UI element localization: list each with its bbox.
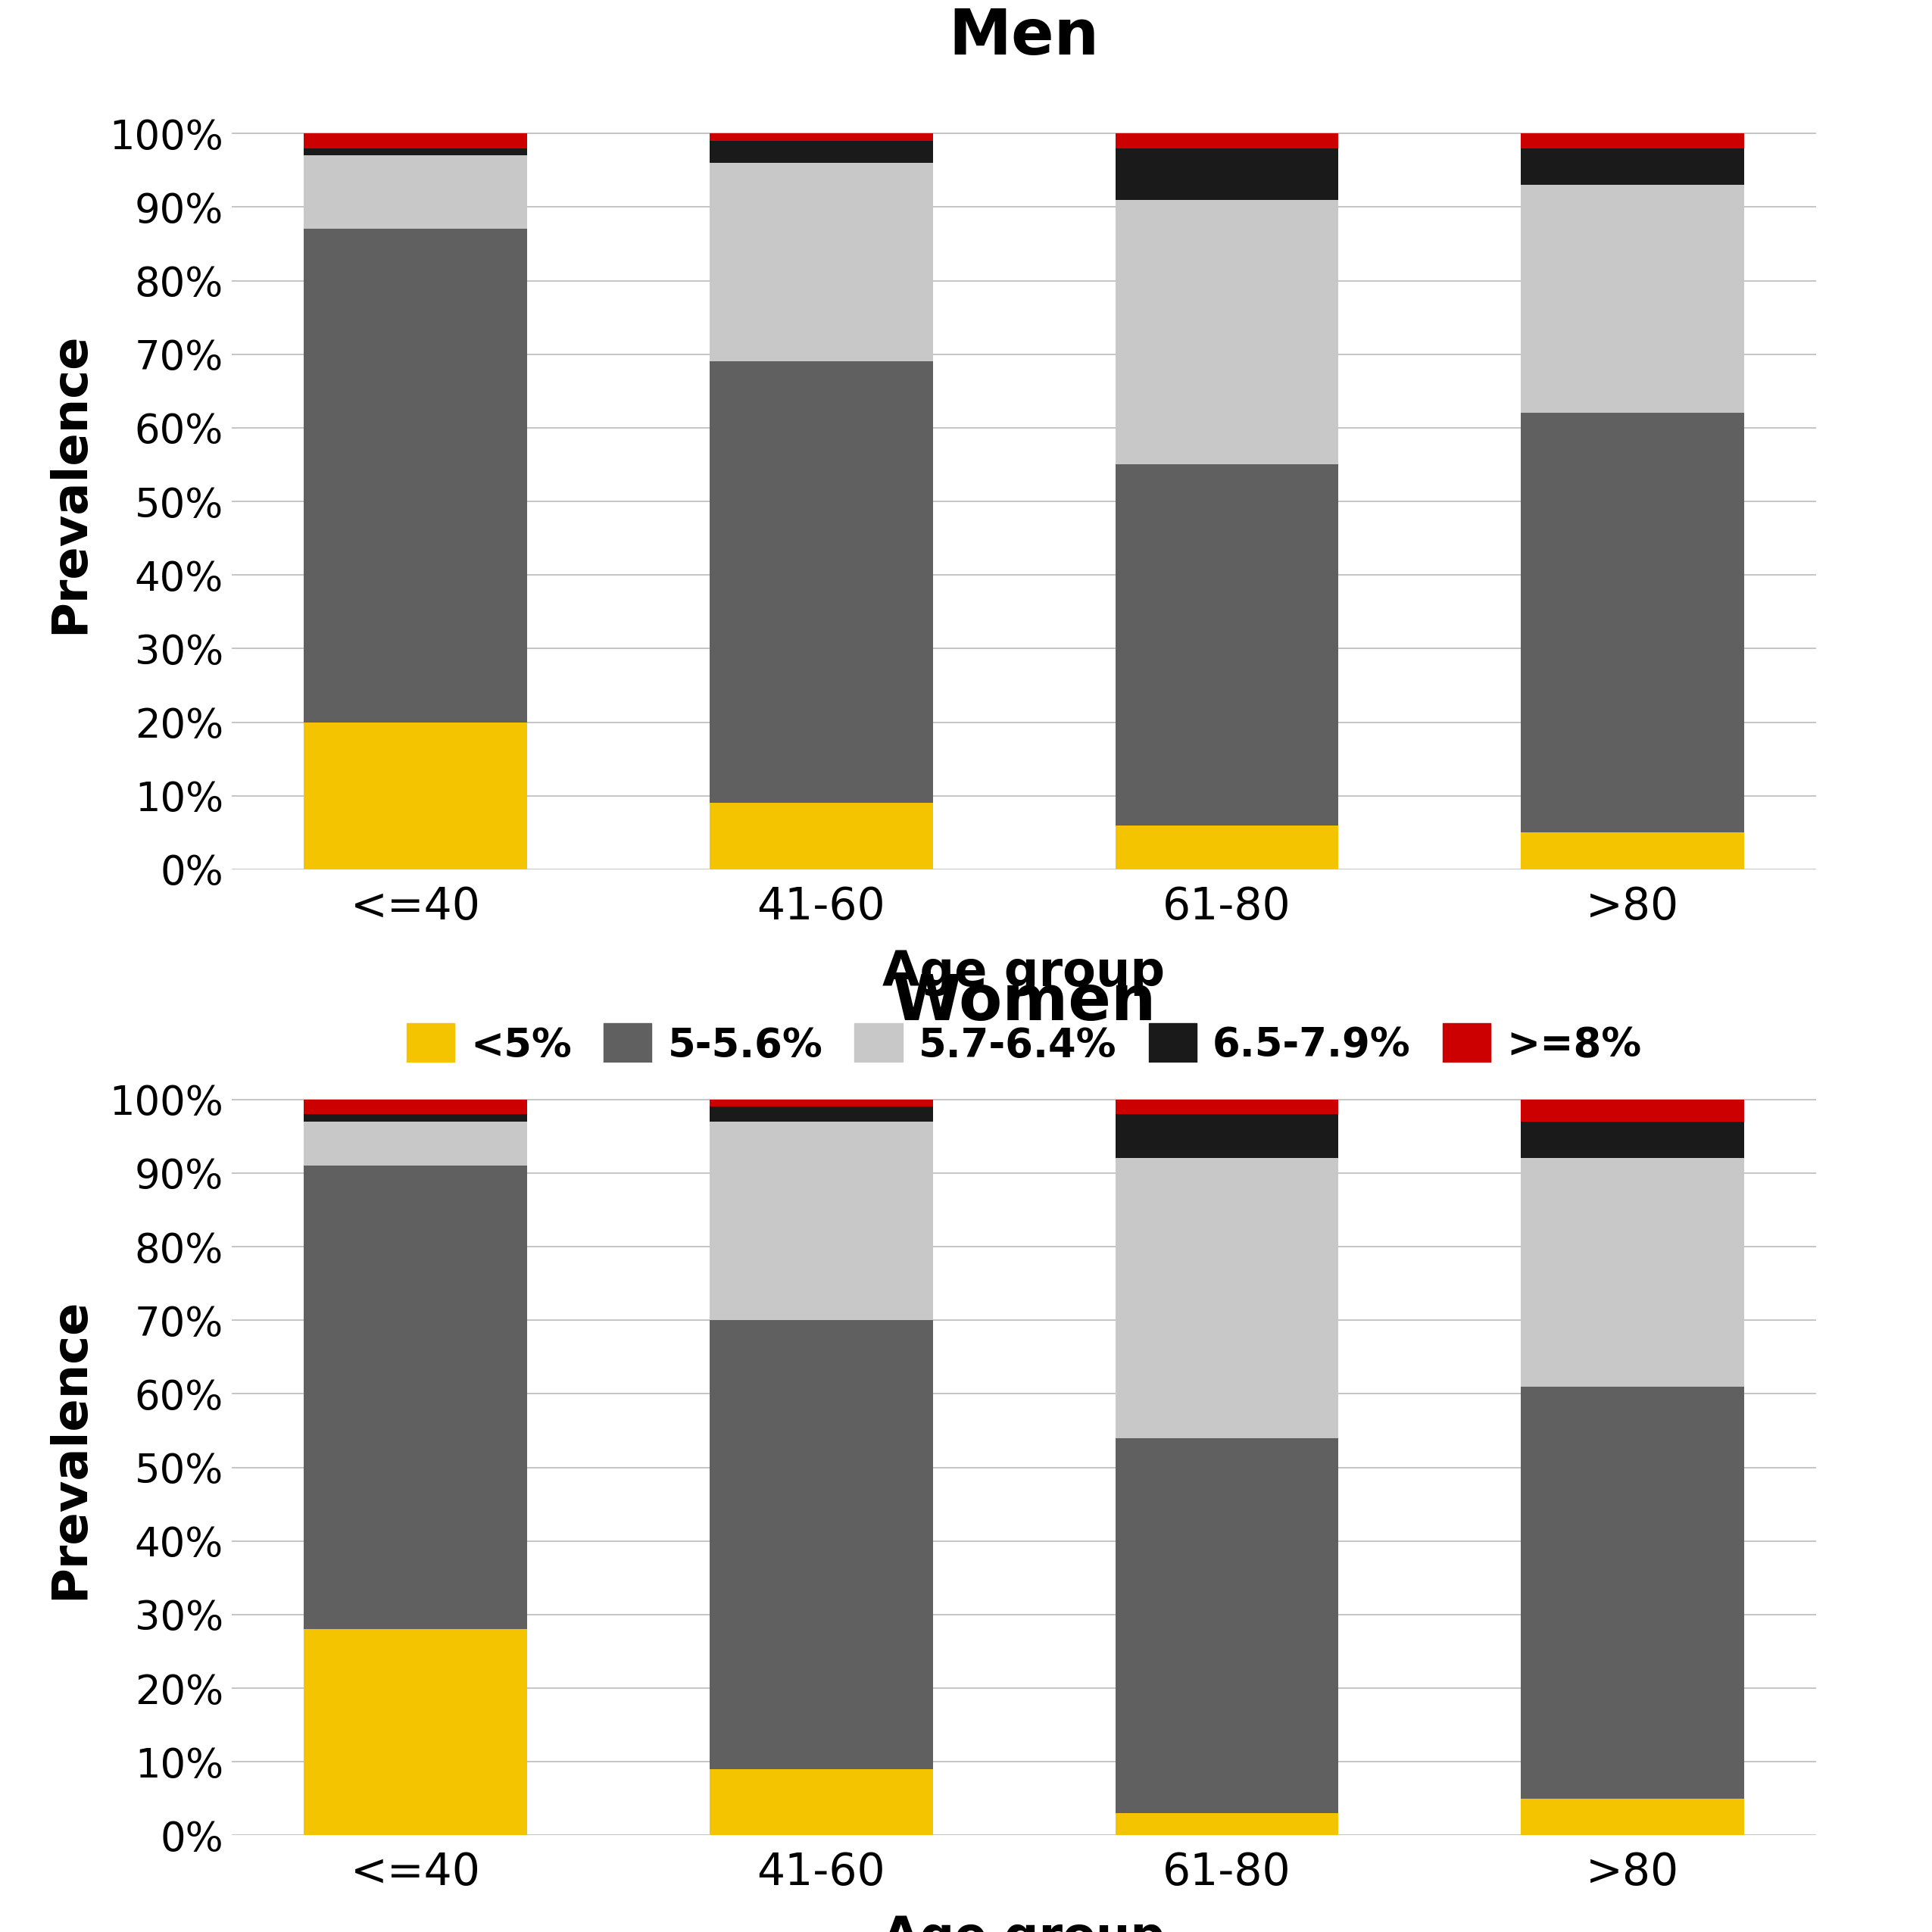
Bar	[709, 804, 933, 869]
Bar	[1115, 133, 1339, 149]
Bar	[1520, 413, 1745, 833]
Bar	[709, 141, 933, 162]
Bar	[1115, 1115, 1339, 1159]
Bar	[1520, 133, 1745, 149]
Bar	[1115, 149, 1339, 199]
Bar	[1115, 1437, 1339, 1814]
X-axis label: Age group: Age group	[883, 1915, 1165, 1932]
Bar	[303, 1121, 527, 1165]
Bar	[303, 230, 527, 723]
Y-axis label: Prevalence: Prevalence	[46, 332, 93, 634]
Bar	[303, 1099, 527, 1115]
Bar	[709, 1099, 933, 1107]
Bar	[1520, 1387, 1745, 1799]
Bar	[1115, 199, 1339, 464]
Bar	[1115, 825, 1339, 869]
Bar	[303, 1115, 527, 1121]
Bar	[1520, 149, 1745, 185]
Bar	[709, 133, 933, 141]
Bar	[303, 1165, 527, 1629]
Y-axis label: Prevalence: Prevalence	[46, 1298, 93, 1600]
Title: Women: Women	[893, 972, 1155, 1034]
Bar	[1520, 1099, 1745, 1121]
Bar	[303, 133, 527, 149]
Bar	[1115, 1159, 1339, 1437]
Legend: <5%, 5-5.6%, 5.7-6.4%, 6.5-7.9%, >=8%: <5%, 5-5.6%, 5.7-6.4%, 6.5-7.9%, >=8%	[390, 1007, 1658, 1082]
Title: Men: Men	[949, 6, 1099, 68]
Bar	[1115, 1814, 1339, 1835]
Bar	[709, 1121, 933, 1320]
Bar	[1520, 1121, 1745, 1159]
Bar	[709, 162, 933, 361]
Bar	[709, 361, 933, 804]
Bar	[1115, 1099, 1339, 1115]
Bar	[709, 1320, 933, 1770]
Bar	[303, 155, 527, 230]
Bar	[709, 1107, 933, 1121]
X-axis label: Age group: Age group	[883, 949, 1165, 997]
Bar	[1520, 1799, 1745, 1835]
Bar	[709, 1770, 933, 1835]
Bar	[1520, 833, 1745, 869]
Bar	[1520, 1159, 1745, 1387]
Bar	[303, 149, 527, 155]
Bar	[1520, 185, 1745, 413]
Bar	[303, 723, 527, 869]
Bar	[1115, 464, 1339, 825]
Bar	[303, 1629, 527, 1835]
